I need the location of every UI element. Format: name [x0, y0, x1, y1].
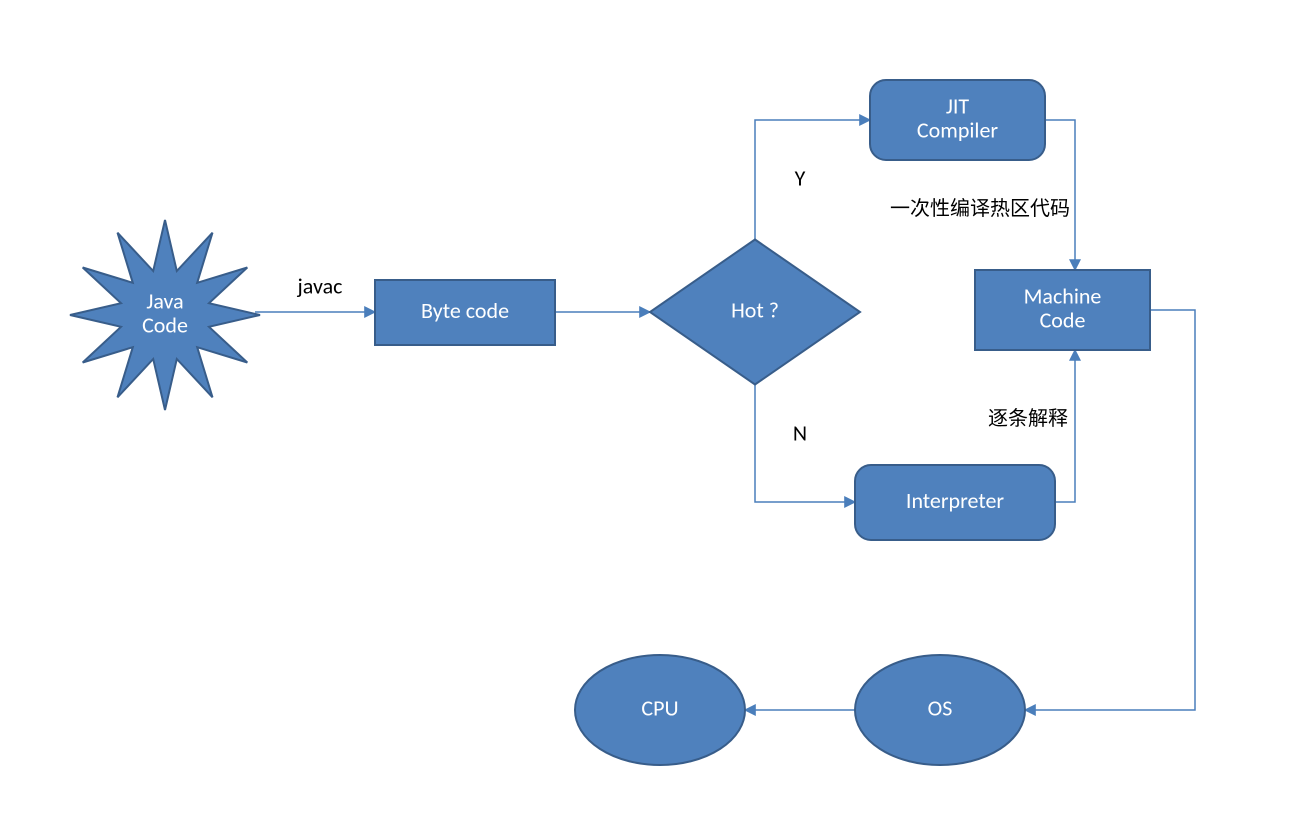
node-os-label-line-0: OS: [928, 694, 953, 721]
node-machine-label-line-1: Code: [1040, 306, 1086, 333]
edge-e3-label: Y: [795, 164, 806, 191]
edge-e6-label: 逐条解释: [988, 407, 1068, 431]
edge-e5: [1045, 120, 1075, 270]
edge-e1-label: javac: [297, 272, 343, 299]
node-machine-label-line-0: Machine: [1024, 282, 1102, 309]
edge-e5-label: 一次性编译热区代码: [890, 197, 1070, 221]
node-interpreter: Interpreter: [855, 465, 1055, 540]
node-hot: Hot ?: [650, 240, 860, 385]
node-jit: JITCompiler: [870, 80, 1045, 160]
node-machine: MachineCode: [975, 270, 1150, 350]
node-jit-label-line-0: JIT: [946, 92, 970, 119]
flowchart-canvas: JavaCodeByte codeHot ?JITCompilerInterpr…: [0, 0, 1306, 822]
node-hot-label-line-0: Hot ?: [731, 296, 779, 323]
node-interpreter-label-line-0: Interpreter: [906, 487, 1004, 514]
node-byteCode: Byte code: [375, 280, 555, 345]
node-javaCode-label-line-1: Code: [142, 311, 188, 338]
node-cpu-label-line-0: CPU: [641, 694, 678, 721]
node-os: OS: [855, 655, 1025, 765]
edge-e4-label: N: [793, 419, 807, 446]
node-javaCode: JavaCode: [70, 220, 260, 410]
node-cpu: CPU: [575, 655, 745, 765]
node-byteCode-label-line-0: Byte code: [421, 297, 509, 324]
node-jit-label-line-1: Compiler: [917, 116, 999, 143]
node-javaCode-label-line-0: Java: [146, 287, 183, 314]
edge-e3: [755, 120, 870, 240]
